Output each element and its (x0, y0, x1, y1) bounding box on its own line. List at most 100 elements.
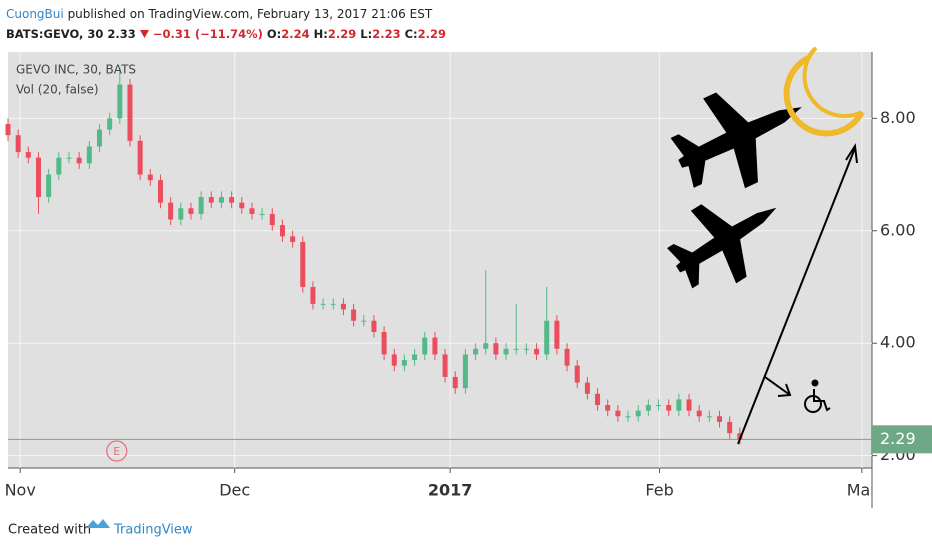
candle-body (656, 405, 662, 407)
candle-body (635, 410, 641, 417)
candle-body (595, 393, 601, 406)
candle-body (340, 303, 346, 310)
candle-body (290, 236, 296, 243)
event-marker (106, 440, 128, 462)
candle-body (56, 157, 62, 175)
candle-body (432, 337, 438, 355)
candle-body (625, 416, 631, 418)
high-label: H: (313, 27, 328, 41)
y-tick-label: 4.00 (880, 333, 916, 352)
candle-body (127, 84, 133, 141)
candle-body (46, 174, 52, 198)
y-tick-label: 8.00 (880, 108, 916, 127)
candle-body (310, 286, 316, 304)
candle-body (269, 213, 275, 226)
candle-body (117, 84, 123, 119)
candle-body (564, 348, 570, 366)
candle-body (523, 348, 529, 350)
arrow-head (777, 383, 792, 397)
candle-body (473, 348, 479, 355)
candle-body (208, 197, 214, 203)
candle-body (493, 343, 499, 355)
candle-body (107, 118, 113, 130)
candle-body (361, 320, 367, 322)
author[interactable]: CuongBui (6, 7, 64, 21)
candle-body (462, 354, 468, 389)
candle-body (727, 421, 733, 434)
wheelchair-icon (804, 379, 831, 413)
moon-icon (802, 46, 863, 118)
candle-body (615, 410, 621, 417)
candle-body (76, 157, 82, 164)
candle-body (574, 365, 580, 383)
arrow-head (845, 143, 858, 164)
candle-body (371, 320, 377, 332)
close: 2.29 (417, 27, 447, 41)
candle-body (381, 331, 387, 355)
candle-body (717, 416, 723, 422)
candle-body (676, 399, 682, 411)
brand[interactable]: TradingView (113, 523, 193, 538)
x-tick-label: Dec (219, 481, 250, 500)
candle-body (737, 433, 743, 440)
low: 2.23 (372, 27, 401, 41)
candle-body (534, 348, 540, 355)
arrow-line (764, 376, 791, 396)
x-tick-label: 2017 (428, 481, 473, 500)
candle-body (605, 405, 611, 411)
down-arrow (139, 30, 149, 38)
candle-body (442, 354, 448, 377)
candle-body (157, 180, 163, 203)
y-tick-label: 6.00 (880, 220, 916, 239)
candle-body (300, 242, 306, 287)
header: CuongBui published on TradingView.com, F… (6, 4, 446, 44)
arrow-line (737, 147, 856, 445)
x-tick-label: Nov (5, 481, 36, 500)
candle-body (584, 382, 590, 394)
last-price-label: 2.29 (880, 429, 916, 448)
candle-body (96, 129, 102, 147)
candle-body (645, 405, 651, 411)
candle-body (320, 303, 326, 305)
event-marker-label: E (113, 445, 120, 458)
x-tick-label: Mar (847, 481, 878, 500)
candle-body (168, 202, 174, 220)
candle-body (422, 337, 428, 355)
last: 2.33 (107, 27, 136, 41)
x-tick-label: Feb (645, 481, 673, 500)
x-axis: Nov Dec 2017 Feb Mar (5, 468, 878, 500)
candle-body (666, 405, 672, 411)
candle-body (188, 208, 194, 214)
candle-body (513, 348, 519, 350)
chart-subtitle: Vol (20, false) (16, 83, 99, 97)
drawings (667, 46, 865, 445)
close-label: C: (404, 27, 418, 41)
jet-icon (667, 204, 777, 289)
jet-icon (670, 92, 802, 189)
candle-body (137, 140, 143, 175)
symbol: BATS:GEVO, 30 (6, 27, 104, 41)
candle-body (503, 348, 509, 355)
candle-body (147, 174, 153, 181)
candle-body (35, 157, 41, 198)
change: −0.31 (−11.74%) (152, 27, 263, 41)
publish-line: CuongBui published on TradingView.com, F… (6, 4, 446, 24)
candle-body (554, 320, 560, 349)
candle-body (25, 152, 31, 158)
candle-body (544, 320, 550, 355)
moon-icon (783, 55, 865, 137)
chart-title: GEVO INC, 30, BATS (16, 63, 136, 77)
candle-body (391, 354, 397, 366)
footer-text: Created with (8, 523, 91, 538)
brand-logo (86, 519, 110, 528)
candle-body (279, 225, 285, 237)
candle-body (178, 208, 184, 220)
published: published on TradingView.com, February 1… (67, 7, 433, 21)
candle-body (5, 123, 11, 136)
quote-line: BATS:GEVO, 30 2.33 −0.31 (−11.74%) O:2.2… (6, 24, 446, 44)
candle-body (66, 157, 72, 159)
candle-body (483, 343, 489, 349)
candle-body (706, 416, 712, 418)
